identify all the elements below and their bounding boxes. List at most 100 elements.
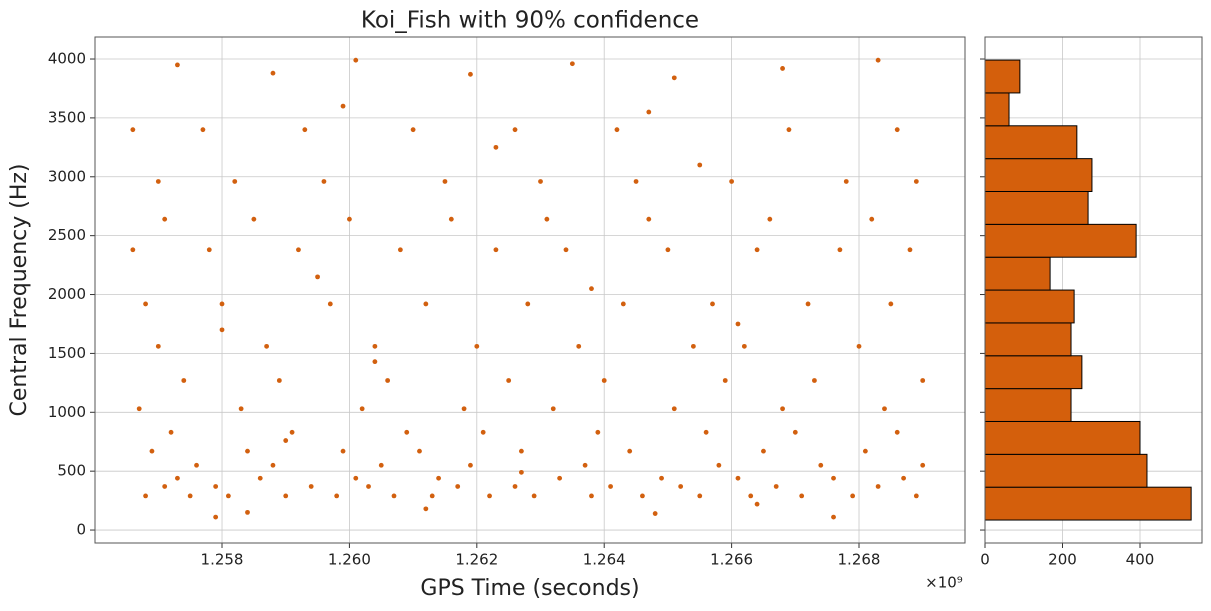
- point: [697, 493, 703, 499]
- point: [493, 247, 499, 253]
- point: [920, 378, 926, 383]
- point: [283, 438, 289, 443]
- point: [805, 301, 811, 307]
- point: [308, 484, 314, 489]
- point: [353, 475, 359, 481]
- point: [448, 216, 454, 222]
- point: [557, 475, 563, 481]
- y-tick-label: 0: [76, 521, 86, 539]
- x-tick-label: 1.260: [328, 551, 371, 569]
- point: [608, 484, 613, 489]
- point: [894, 127, 900, 133]
- bar: [984, 59, 1021, 94]
- point: [238, 406, 244, 412]
- bar: [984, 256, 1051, 291]
- point: [646, 216, 652, 222]
- y-axis-label: Central Frequency (Hz): [7, 164, 32, 417]
- point: [340, 448, 346, 454]
- point: [716, 462, 722, 468]
- point: [468, 462, 473, 468]
- point: [347, 216, 352, 222]
- point: [633, 179, 639, 184]
- y-tick-label: 4000: [48, 50, 86, 68]
- point: [391, 493, 397, 499]
- bar: [984, 355, 1083, 390]
- y-tick-label: 1000: [48, 403, 86, 421]
- point: [480, 429, 486, 435]
- point: [901, 475, 906, 481]
- point: [366, 484, 371, 489]
- point: [519, 469, 524, 475]
- point: [321, 179, 327, 184]
- point: [181, 378, 187, 383]
- point: [894, 429, 900, 435]
- point: [722, 378, 728, 383]
- bar: [984, 420, 1141, 455]
- point: [913, 179, 919, 184]
- x-axis-label: GPS Time (seconds): [420, 576, 639, 601]
- point: [652, 511, 658, 516]
- point: [436, 475, 441, 481]
- bar: [984, 388, 1072, 422]
- point: [601, 378, 607, 383]
- point: [780, 406, 785, 412]
- bar: [984, 322, 1072, 357]
- x-tick-label: 1.268: [838, 551, 881, 569]
- point: [620, 301, 626, 307]
- point: [245, 448, 250, 454]
- point: [703, 429, 709, 435]
- point: [799, 493, 805, 499]
- point: [385, 378, 391, 383]
- point: [786, 127, 792, 133]
- point: [378, 462, 384, 468]
- point: [780, 66, 785, 71]
- x-tick-label: 1.264: [583, 551, 626, 569]
- point: [251, 216, 257, 222]
- point: [410, 127, 416, 133]
- point: [474, 343, 480, 349]
- point: [315, 274, 320, 280]
- point: [372, 359, 378, 365]
- point: [506, 378, 512, 383]
- point: [690, 343, 696, 349]
- point: [245, 509, 250, 515]
- point: [340, 103, 346, 109]
- point: [671, 75, 677, 81]
- bar: [984, 453, 1148, 488]
- point: [175, 475, 180, 481]
- point: [187, 493, 193, 499]
- y-tick-label: 500: [57, 462, 86, 480]
- point: [913, 493, 919, 499]
- point: [563, 247, 569, 253]
- point: [296, 247, 301, 253]
- point: [519, 448, 524, 454]
- point: [455, 484, 461, 489]
- point: [194, 462, 199, 468]
- point: [710, 301, 715, 307]
- point: [213, 514, 219, 520]
- point: [748, 493, 754, 499]
- point: [837, 247, 843, 253]
- point: [646, 109, 652, 115]
- point: [232, 179, 238, 184]
- bar: [984, 158, 1093, 192]
- point: [735, 475, 741, 481]
- y-tick-label: 3000: [48, 167, 86, 185]
- point: [582, 462, 588, 468]
- point: [843, 179, 849, 184]
- point: [875, 484, 881, 489]
- point: [831, 514, 836, 520]
- point: [487, 493, 492, 499]
- point: [665, 247, 671, 253]
- point: [735, 321, 741, 327]
- point: [850, 493, 856, 499]
- point: [544, 216, 550, 222]
- x-tick-label: 0: [980, 551, 990, 569]
- point: [168, 429, 174, 435]
- x-tick-label: 1.262: [455, 551, 498, 569]
- point: [767, 216, 773, 222]
- point: [200, 127, 206, 133]
- point: [149, 448, 155, 454]
- point: [761, 448, 766, 454]
